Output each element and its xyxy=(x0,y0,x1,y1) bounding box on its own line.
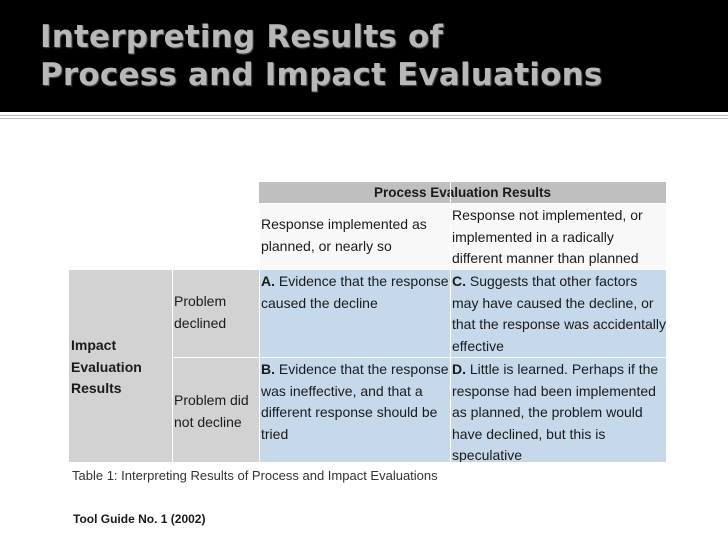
grid-line xyxy=(172,269,173,462)
row-label-not-declined: Problem did not decline xyxy=(172,357,259,462)
cell-b-letter: B. xyxy=(261,361,275,377)
cell-a: A. Evidence that the response caused the… xyxy=(259,269,450,357)
cell-b-text: Evidence that the response was ineffecti… xyxy=(261,361,449,442)
cell-d-text: Little is learned. Perhaps if the respon… xyxy=(452,361,659,462)
grid-line xyxy=(259,203,666,204)
col-header-not-implemented: Response not implemented, or implemented… xyxy=(450,203,666,269)
cell-d-letter: D. xyxy=(452,361,466,377)
grid-line xyxy=(69,269,666,270)
grid-line xyxy=(450,182,451,462)
slide-title: Interpreting Results of Process and Impa… xyxy=(40,18,603,94)
title-line-2: Process and Impact Evaluations xyxy=(40,57,603,93)
cell-b: B. Evidence that the response was ineffe… xyxy=(259,357,450,462)
col-header-implemented: Response implemented as planned, or near… xyxy=(259,203,450,269)
divider-rule-bottom xyxy=(0,118,728,119)
divider-rule-top xyxy=(0,115,728,116)
source-citation: Tool Guide No. 1 (2002) xyxy=(73,512,206,526)
grid-line xyxy=(259,203,260,462)
table-caption: Table 1: Interpreting Results of Process… xyxy=(72,468,438,483)
cell-c-text: Suggests that other factors may have cau… xyxy=(452,273,666,354)
row-group-impact: Impact Evaluation Results xyxy=(69,269,172,462)
table-header-process: Process Evaluation Results xyxy=(259,182,666,203)
row-label-declined: Problem declined xyxy=(172,269,259,357)
cell-a-letter: A. xyxy=(261,273,275,289)
cell-d: D. Little is learned. Perhaps if the res… xyxy=(450,357,666,462)
cell-c-letter: C. xyxy=(452,273,466,289)
grid-line xyxy=(172,357,666,358)
title-line-1: Interpreting Results of xyxy=(40,19,444,55)
title-bar: Interpreting Results of Process and Impa… xyxy=(0,0,728,112)
cell-c: C. Suggests that other factors may have … xyxy=(450,269,666,357)
cell-a-text: Evidence that the response caused the de… xyxy=(261,273,449,311)
